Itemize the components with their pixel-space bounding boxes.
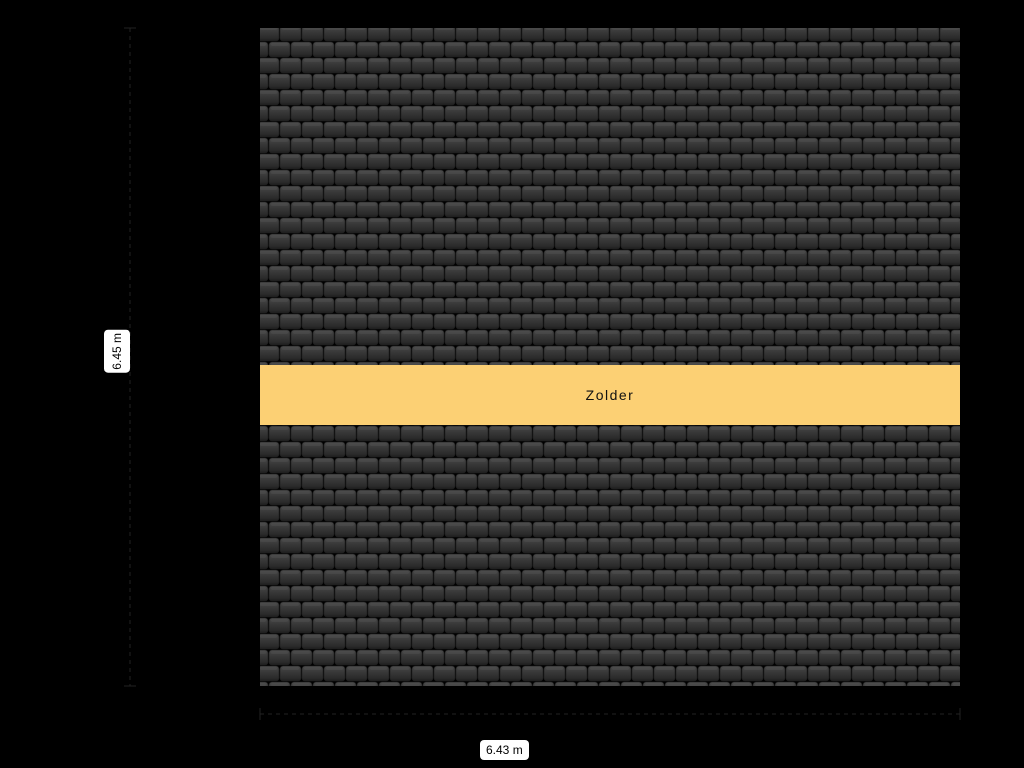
attic-label: Zolder (586, 387, 635, 403)
roof-plan: Zolder (260, 28, 960, 686)
dim-vertical-label: 6.45 m (104, 330, 130, 373)
dim-horizontal-label: 6.43 m (480, 740, 529, 760)
diagram-stage: { "canvas": { "width_px": 1024, "height_… (0, 0, 1024, 768)
roof-tiles (260, 28, 960, 686)
attic-band: Zolder (260, 365, 960, 425)
dim-horizontal-line (254, 704, 966, 724)
